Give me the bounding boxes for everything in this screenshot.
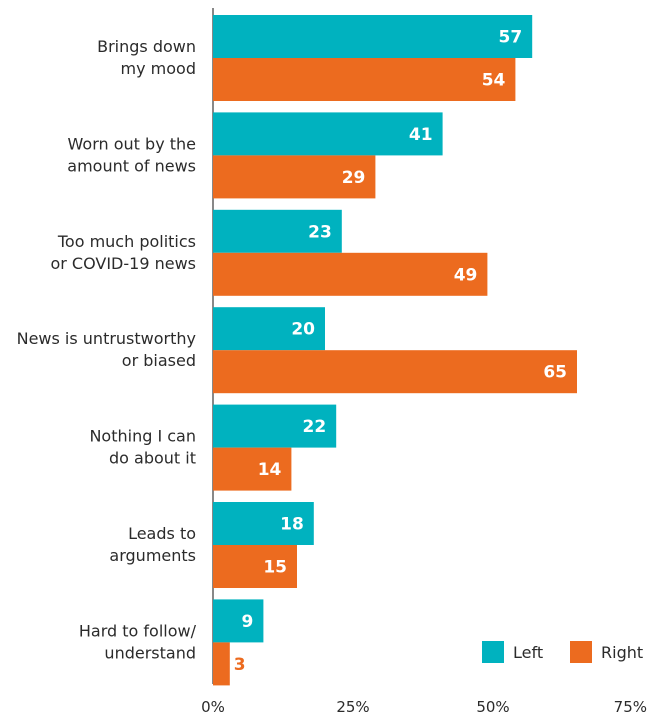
category-label-1-line-1: amount of news [67,156,196,175]
data-label-right-5: 15 [263,558,287,578]
data-label-left-6: 9 [242,612,254,632]
legend-label-left: Left [513,643,543,662]
category-label-4-line-1: do about it [109,449,196,468]
category-label-5-line-0: Leads to [128,524,196,543]
data-label-left-1: 41 [409,125,433,145]
x-tick-label-3: 75% [614,698,647,716]
data-label-right-6: 3 [234,655,246,675]
bar-right-1 [213,155,376,199]
data-label-left-5: 18 [280,515,304,535]
data-label-right-1: 29 [342,168,366,188]
bar-left-0 [213,15,533,58]
category-label-2-line-0: Too much politics [57,232,196,251]
bar-right-6 [213,642,230,686]
data-label-left-0: 57 [499,28,523,48]
category-label-6-line-1: understand [104,643,196,662]
bar-left-3 [213,307,325,351]
bar-right-0 [213,58,516,101]
bar-left-4 [213,404,337,448]
category-label-4-line-0: Nothing I can [89,427,196,446]
category-label-0-line-1: my mood [121,59,196,78]
data-label-right-3: 65 [543,363,567,383]
legend-swatch-left [482,641,504,663]
bar-right-3 [213,350,577,394]
category-label-2-line-1: or COVID-19 news [50,254,196,273]
x-tick-label-1: 25% [336,698,369,716]
category-label-0-line-0: Brings down [97,37,196,56]
bar-left-5 [213,502,314,545]
data-label-right-0: 54 [482,71,506,91]
category-label-3-line-0: News is untrustworthy [17,329,196,348]
x-tick-label-2: 50% [476,698,509,716]
bar-right-5 [213,545,297,588]
legend-swatch-right [570,641,592,663]
data-label-left-2: 23 [308,222,332,242]
category-label-6-line-0: Hard to follow/ [79,621,197,640]
category-label-3-line-1: or biased [122,351,196,370]
x-tick-label-0: 0% [201,698,225,716]
data-label-right-4: 14 [258,460,282,480]
data-label-left-3: 20 [291,320,315,340]
legend-label-right: Right [601,643,643,662]
bar-right-2 [213,252,488,296]
category-label-1-line-0: Worn out by the [68,134,196,153]
bar-left-6 [213,599,264,643]
bar-left-2 [213,209,342,253]
bar-right-4 [213,447,292,491]
bar-left-1 [213,112,443,156]
data-label-left-4: 22 [303,417,327,437]
category-label-5-line-1: arguments [109,546,196,565]
data-label-right-2: 49 [454,265,478,285]
